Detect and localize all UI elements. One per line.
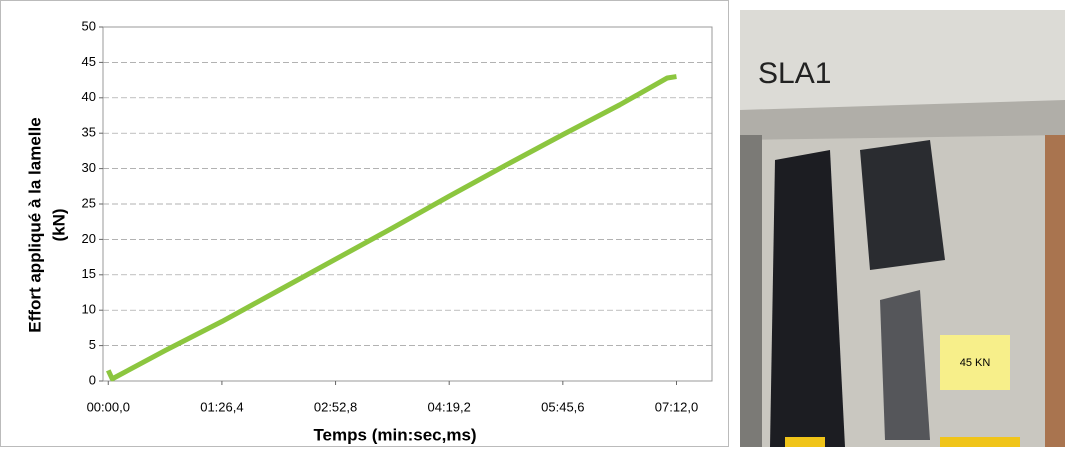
- specimen-label: SLA1: [758, 57, 831, 90]
- y-tick-label: 10: [82, 302, 96, 317]
- y-tick-label: 20: [82, 231, 96, 246]
- y-tick-label: 45: [82, 54, 96, 69]
- x-axis-title: Temps (min:sec,ms): [313, 425, 476, 444]
- x-tick-label: 00:00,0: [87, 399, 130, 414]
- x-tick-label: 01:26,4: [200, 399, 243, 414]
- tape: [785, 437, 825, 447]
- chart: 0 5 10 15 20 25 30 35 40 45 50 00:00,0 01:26,4 02:52,…: [82, 18, 713, 414]
- lamella: [770, 150, 845, 447]
- y-tick-label: 30: [82, 160, 96, 175]
- data-line: [105, 74, 677, 382]
- y-tick-label: 50: [82, 18, 96, 33]
- debris: [880, 290, 930, 440]
- note-text: 45 KN: [960, 357, 991, 369]
- y-axis-title: Effort appliqué à la lamelle: [25, 117, 44, 332]
- y-tick-label: 40: [82, 89, 96, 104]
- x-tick-label: 04:19,2: [428, 399, 471, 414]
- lamella-debris: [860, 140, 945, 270]
- y-tick-label: 35: [82, 125, 96, 140]
- edge: [1045, 135, 1065, 447]
- y-tick-label: 0: [89, 372, 96, 387]
- note: [940, 335, 1010, 390]
- ledge: [740, 100, 1065, 140]
- y-axis-title: (kN): [49, 208, 68, 241]
- y-tick-label: 25: [82, 195, 96, 210]
- photo: 45 KN SLA1: [740, 10, 1065, 447]
- edge: [740, 135, 762, 447]
- y-tick-label: 5: [89, 337, 96, 352]
- x-tick-label: 07:12,0: [655, 399, 698, 414]
- x-tick-label: 02:52,8: [314, 399, 357, 414]
- tape: [940, 437, 1020, 447]
- concrete-top: [740, 10, 1065, 110]
- y-tick-label: 15: [82, 266, 96, 281]
- x-tick-label: 05:45,6: [541, 399, 584, 414]
